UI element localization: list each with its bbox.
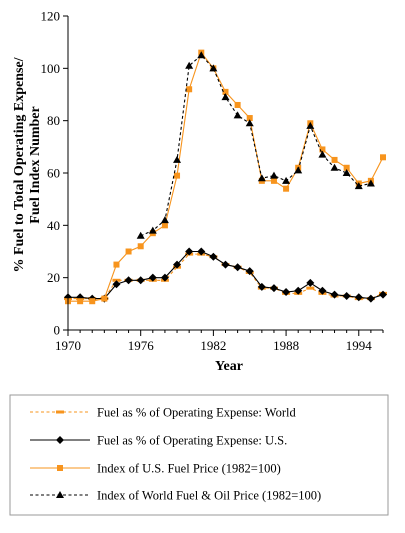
series-line [140,54,371,237]
y-tick-label: 100 [41,61,61,76]
data-point [77,298,84,305]
x-tick-label: 1982 [200,338,226,353]
legend-label: Fuel as % of Operating Expense: World [97,406,296,420]
data-point [137,243,144,250]
data-point [125,248,132,255]
y-tick-label: 20 [47,270,60,285]
data-point [221,93,230,101]
x-tick-label: 1988 [273,338,299,353]
data-point [306,286,315,290]
data-point [306,278,315,287]
legend-entry-fuel-as-of-operating-expense-u-s: Fuel as % of Operating Expense: U.S. [30,434,287,448]
data-point [319,146,326,153]
data-point [282,176,291,184]
data-point [294,286,303,295]
data-point [342,291,351,300]
data-point [173,260,182,269]
legend: Fuel as % of Operating Expense: World Fue… [9,394,389,516]
data-point [136,231,145,239]
y-tick-label: 60 [47,166,60,181]
data-point [343,164,350,171]
x-tick-label: 1970 [55,338,81,353]
data-point [342,169,351,176]
data-point [221,260,230,269]
legend-box [9,394,389,516]
data-point [173,155,182,163]
data-point [330,163,339,171]
legend-swatch-marker [57,465,63,471]
y-tick-label: 40 [47,218,60,233]
data-point [101,295,108,302]
data-point [160,216,169,224]
x-axis-title: Year [215,359,243,374]
data-point [174,172,181,179]
data-point [222,88,229,95]
legend-swatch-marker [56,410,64,414]
data-point [246,115,253,122]
data-point [269,171,278,179]
data-point [89,298,96,305]
data-point [161,222,168,229]
plot-area [64,49,387,305]
data-point [185,61,194,69]
legend-swatch-marker [56,436,64,444]
data-point [197,51,206,59]
data-point [209,252,218,261]
series-line [68,250,384,300]
y-axis-title-line-2: Fuel Index Number [28,106,43,223]
legend-entry-fuel-as-of-operating-expense-world: Fuel as % of Operating Expense: World [30,406,296,420]
data-point [283,185,290,192]
data-point [257,174,266,182]
data-point [136,276,145,285]
data-point [186,86,193,93]
data-point [112,280,121,289]
y-tick-label: 80 [47,113,60,128]
data-point [209,64,218,72]
data-point [148,226,157,234]
data-point [245,119,254,127]
data-point [380,154,386,161]
data-point [245,267,254,276]
data-point [269,284,278,293]
data-point [233,263,242,272]
legend-label: Index of U.S. Fuel Price (1982=100) [97,462,281,476]
legend-label: Index of World Fuel & Oil Price (1982=10… [97,489,321,503]
data-point [185,247,194,256]
legend-swatch-marker [56,491,64,498]
data-point [282,288,291,297]
data-point [366,294,375,303]
data-point [148,273,157,282]
data-point [330,290,339,299]
data-point [124,276,133,285]
data-point [318,286,327,295]
data-point [354,182,363,190]
legend-entry-index-of-u-s-fuel-price-1982-100: Index of U.S. Fuel Price (1982=100) [30,462,281,476]
y-tick-label: 120 [41,9,61,24]
x-tick-label: 1976 [128,338,155,353]
data-point [160,273,169,282]
legend-label: Fuel as % of Operating Expense: U.S. [97,434,287,448]
x-tick-label: 1994 [346,338,373,353]
data-point [270,177,277,184]
y-tick-label: 0 [54,323,61,338]
data-point [331,156,338,163]
series-index-of-world-fuel-oil-price-1982-100 [136,51,375,239]
series-line [68,253,384,300]
data-point [257,282,266,291]
data-point [197,247,206,256]
axes: Year % Fuel to Total Operating Expense/ … [12,9,384,374]
data-point [234,101,241,108]
data-point [366,179,375,187]
data-point [354,293,363,302]
legend-entry-index-of-world-fuel-oil-price-1982-100: Index of World Fuel & Oil Price (1982=10… [30,489,321,503]
data-point [113,261,120,268]
y-axis-title-line-1: % Fuel to Total Operating Expense/ [12,56,27,272]
data-point [233,111,242,119]
data-point [318,150,327,158]
data-point [379,290,387,299]
data-point [294,166,303,174]
data-point [306,121,315,129]
